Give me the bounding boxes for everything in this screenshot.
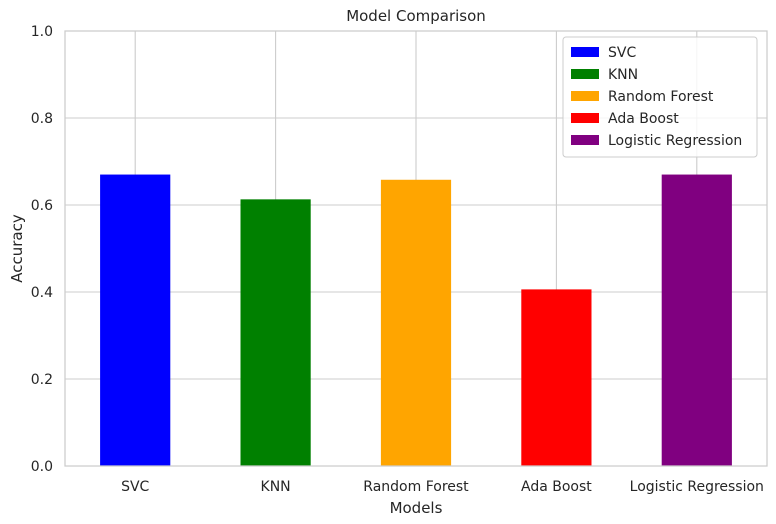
legend-box bbox=[562, 36, 758, 158]
x-tick-label: Random Forest bbox=[363, 479, 469, 495]
x-tick-label: KNN bbox=[261, 479, 291, 495]
x-tick-label: Ada Boost bbox=[521, 479, 592, 495]
y-tick-label: 0.2 bbox=[31, 372, 53, 388]
bar bbox=[240, 199, 311, 466]
y-tick-label: 0.4 bbox=[31, 285, 53, 301]
legend-swatch bbox=[571, 47, 599, 57]
x-tick-label: SVC bbox=[121, 479, 149, 495]
legend-items: SVC KNN Random Forest Ada Boost Logistic Reg… bbox=[571, 45, 742, 149]
legend-label: Logistic Regression bbox=[608, 133, 742, 149]
legend-swatch bbox=[571, 91, 599, 101]
bar bbox=[100, 174, 171, 467]
legend-label: SVC bbox=[608, 45, 636, 61]
x-axis-label: Models bbox=[390, 499, 443, 517]
legend-label: KNN bbox=[608, 67, 638, 83]
x-tick-label: Logistic Regression bbox=[630, 479, 764, 495]
legend-swatch bbox=[571, 69, 599, 79]
legend-label: Ada Boost bbox=[608, 111, 679, 127]
bar bbox=[380, 179, 452, 466]
chart-title: Model Comparison bbox=[346, 7, 486, 25]
legend: SVC KNN Random Forest Ada Boost Logistic Reg… bbox=[562, 36, 758, 158]
y-axis-label: Accuracy bbox=[8, 214, 26, 283]
plot-frame bbox=[64, 30, 768, 467]
x-tick-labels: SVC KNN Random Forest Ada Boost Logistic Reg… bbox=[121, 479, 764, 495]
bar bbox=[661, 174, 732, 467]
y-tick-label: 0.0 bbox=[31, 459, 53, 475]
y-tick-labels: 0.0 0.2 0.4 0.6 0.8 1.0 bbox=[31, 24, 53, 475]
legend-label: Random Forest bbox=[608, 89, 714, 105]
y-tick-label: 1.0 bbox=[31, 24, 53, 40]
y-tick-label: 0.8 bbox=[31, 111, 53, 127]
y-tick-label: 0.6 bbox=[31, 198, 53, 214]
legend-swatch bbox=[571, 135, 599, 145]
bar bbox=[521, 289, 592, 466]
legend-swatch bbox=[571, 113, 599, 123]
bars bbox=[100, 174, 732, 467]
